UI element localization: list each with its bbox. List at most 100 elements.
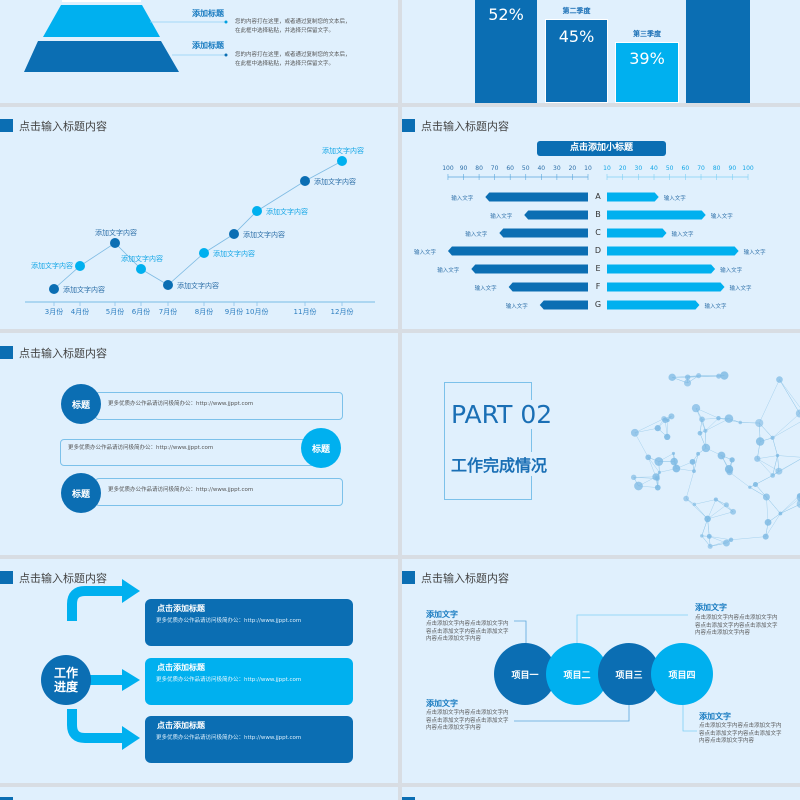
section-part: PART 02 [451,400,555,429]
network-edge [729,472,750,488]
network-node [762,533,769,540]
progress-box[interactable] [145,716,353,763]
card-badge: 标题 [61,384,101,424]
network-edge [707,499,717,520]
slide-butterfly-chart[interactable]: 点击输入标题内容 点击添加小标题 100 90 80 70 60 50 40 30 20 10 10… [402,107,800,329]
network-node [775,453,780,458]
left-bar [499,228,588,238]
category-label: C [595,228,601,237]
network-node [716,415,721,421]
card-text: 更多优质办公作品请访问极简办公：http://www.jjppt.com [108,401,254,407]
title-marker [0,571,13,584]
right-bar [607,228,667,238]
point-label: 添加文字内容 [121,255,163,263]
title-marker [0,797,13,800]
slide-title: 点击输入标题内容 [19,120,107,133]
network-node [630,474,637,481]
network-node [684,374,691,380]
note-body: 点击添加文字内容点击添加文字内容点击添加文字内容点击添加文字内容点击添加文字内容 [426,710,509,731]
slide-projects[interactable]: 点击输入标题内容 项目一 项目二 项目三 项目四 添加文字 点击添加文字内容点击… [402,559,800,783]
slide-partial-next-left[interactable] [0,787,398,800]
right-tick-label: 10 [603,165,611,172]
card-badge: 标题 [301,428,341,468]
pyramid-tier-top [62,0,141,2]
progress-box[interactable] [145,658,353,705]
progress-box-title: 点击添加标题 [157,663,205,672]
network-edge [779,379,800,414]
left-bar [485,192,588,202]
network-edge [772,455,778,476]
point-label: 添加文字内容 [213,250,255,258]
network-node [668,373,676,382]
network-edge [780,495,800,514]
project-circle[interactable]: 项目二 [546,643,608,705]
right-tick-label: 80 [712,165,721,172]
project-circle[interactable]: 项目四 [651,643,713,705]
slide-partial-next-right[interactable] [402,787,800,800]
section-heading: 工作完成情况 [451,452,550,476]
left-bar [539,300,588,310]
point-label: 添加文字内容 [266,208,308,216]
timeline-point [252,206,262,216]
chart-subtitle-button[interactable]: 点击添加小标题 [537,141,666,156]
network-edge [772,413,800,438]
right-tick-label: 90 [728,165,737,172]
timeline-point [229,229,239,239]
network-node [700,534,704,538]
pyramid-item-text: 在此框中选择粘贴，并选择只保留文字。 [235,61,335,67]
network-edge [772,437,778,456]
network-edge [705,417,719,431]
pyramid-tier-middle [43,5,160,37]
network-node [684,379,692,387]
network-node [661,415,667,422]
timeline-chart [25,156,375,306]
network-node [724,414,734,423]
project-circle[interactable]: 项目一 [494,643,556,705]
slide-quarter-bars[interactable]: 52% 第二季度 45% 第三季度 39% [402,0,800,103]
right-bar-label: 输入文字 [710,214,733,220]
progress-box[interactable] [145,599,353,646]
network-node [713,497,718,502]
slide-work-progress[interactable]: 点击输入标题内容 工作 进度 点击添加标题 更多优质办公作品请访问极简办公：ht… [0,559,398,783]
network-node [691,403,701,413]
timeline-line [53,160,343,290]
left-bar [508,282,588,292]
network-node [692,469,696,473]
network-edge [759,379,780,424]
slide-pyramid[interactable]: 添加标题 您的内容打在这里，或者通过复制您的文本后， 在此框中选择粘贴，并选择只… [0,0,398,103]
network-node [775,467,783,475]
network-node [670,457,678,466]
slide-section-part-02[interactable]: PART 02 工作完成情况 [402,333,800,555]
bar-q2-label: 第二季度 [562,7,591,15]
network-node [717,451,726,460]
slide-line-timeline[interactable]: 点击输入标题内容 3月份 添加文字内容 4月份 添加文字内容 5月份 添加文字内容 6月份 添… [0,107,398,329]
network-node [723,502,729,508]
network-sphere-graphic [630,371,800,549]
network-node [699,416,705,423]
bar-q3 [615,42,679,103]
right-bar [607,300,700,310]
pyramid-item-title: 添加标题 [192,9,224,18]
network-node [776,376,783,383]
right-bar-label: 输入文字 [663,196,686,202]
network-node [730,508,737,515]
network-node [654,425,661,432]
network-node [645,454,652,461]
hub-line: 进度 [53,680,78,694]
timeline-point [300,176,310,186]
month-label: 5月份 [105,308,125,316]
slide-title-cards[interactable]: 点击输入标题内容 更多优质办公作品请访问极简办公：http://www.jjpp… [0,333,398,555]
right-tick-label: 60 [681,165,690,172]
network-edge [707,511,734,520]
left-bar [524,210,588,220]
pyramid-item-title: 添加标题 [192,41,224,50]
right-bar [607,192,659,202]
category-label: G [594,300,602,309]
note-heading: 添加文字 [426,610,458,619]
network-node [654,484,661,491]
pyramid-graphic [24,0,228,72]
timeline-point [110,238,120,248]
network-node [796,499,800,509]
project-circle[interactable]: 项目三 [598,643,660,705]
right-bar [607,282,725,292]
